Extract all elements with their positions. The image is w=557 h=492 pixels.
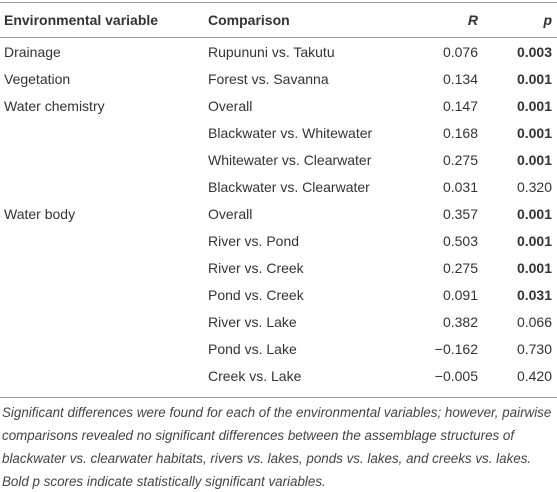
p-value: 0.320 [516,179,552,195]
p-value: 0.001 [516,98,552,114]
p-value: 0.730 [516,341,552,357]
comparison-cell: Forest vs. Savanna [208,71,329,87]
comparison-cell: Whitewater vs. Clearwater [208,152,372,168]
r-value: 0.382 [442,314,478,330]
comparison-cell: Blackwater vs. Whitewater [208,125,373,141]
comparison-cell: Creek vs. Lake [208,368,302,384]
r-value: 0.031 [442,179,478,195]
r-value: 0.503 [442,233,478,249]
r-value: 0.134 [442,71,478,87]
variable-label: Vegetation [4,71,71,87]
p-value: 0.001 [516,233,552,249]
comparison-cell: River vs. Lake [208,314,297,330]
r-value: 0.168 [442,125,478,141]
r-value: 0.091 [442,287,478,303]
variable-label: Drainage [4,44,61,60]
comparison-cell: River vs. Creek [208,260,304,276]
p-value: 0.001 [516,125,552,141]
r-value: −0.162 [434,341,478,357]
comparison-cell: Overall [208,98,253,114]
r-value: 0.275 [442,152,478,168]
comparison-cell: Rupununi vs. Takutu [208,44,335,60]
column-header: Comparison [208,12,290,28]
comparison-cell: Pond vs. Creek [208,287,304,303]
r-value: 0.076 [442,44,478,60]
variable-label: Water body [4,206,76,222]
header-rule [0,37,557,38]
r-value: −0.005 [434,368,478,384]
p-value: 0.066 [516,314,552,330]
p-value: 0.001 [516,152,552,168]
p-value: 0.001 [516,206,552,222]
variable-label: Water chemistry [4,98,105,114]
comparison-cell: Overall [208,206,253,222]
p-value: 0.031 [516,287,552,303]
comparison-cell: Pond vs. Lake [208,341,297,357]
column-header: p [543,12,552,28]
p-value: 0.001 [516,71,552,87]
p-value: 0.001 [516,260,552,276]
r-value: 0.275 [442,260,478,276]
comparison-cell: Blackwater vs. Clearwater [208,179,370,195]
p-value: 0.420 [516,368,552,384]
comparison-cell: River vs. Pond [208,233,300,249]
column-header: R [467,12,478,28]
r-value: 0.357 [442,206,478,222]
column-header: Environmental variable [4,12,159,28]
top-rule [0,2,557,3]
bottom-rule [0,397,557,398]
table-footnote: Significant differences were found for e… [2,405,552,489]
p-value: 0.003 [516,44,552,60]
r-value: 0.147 [442,98,478,114]
